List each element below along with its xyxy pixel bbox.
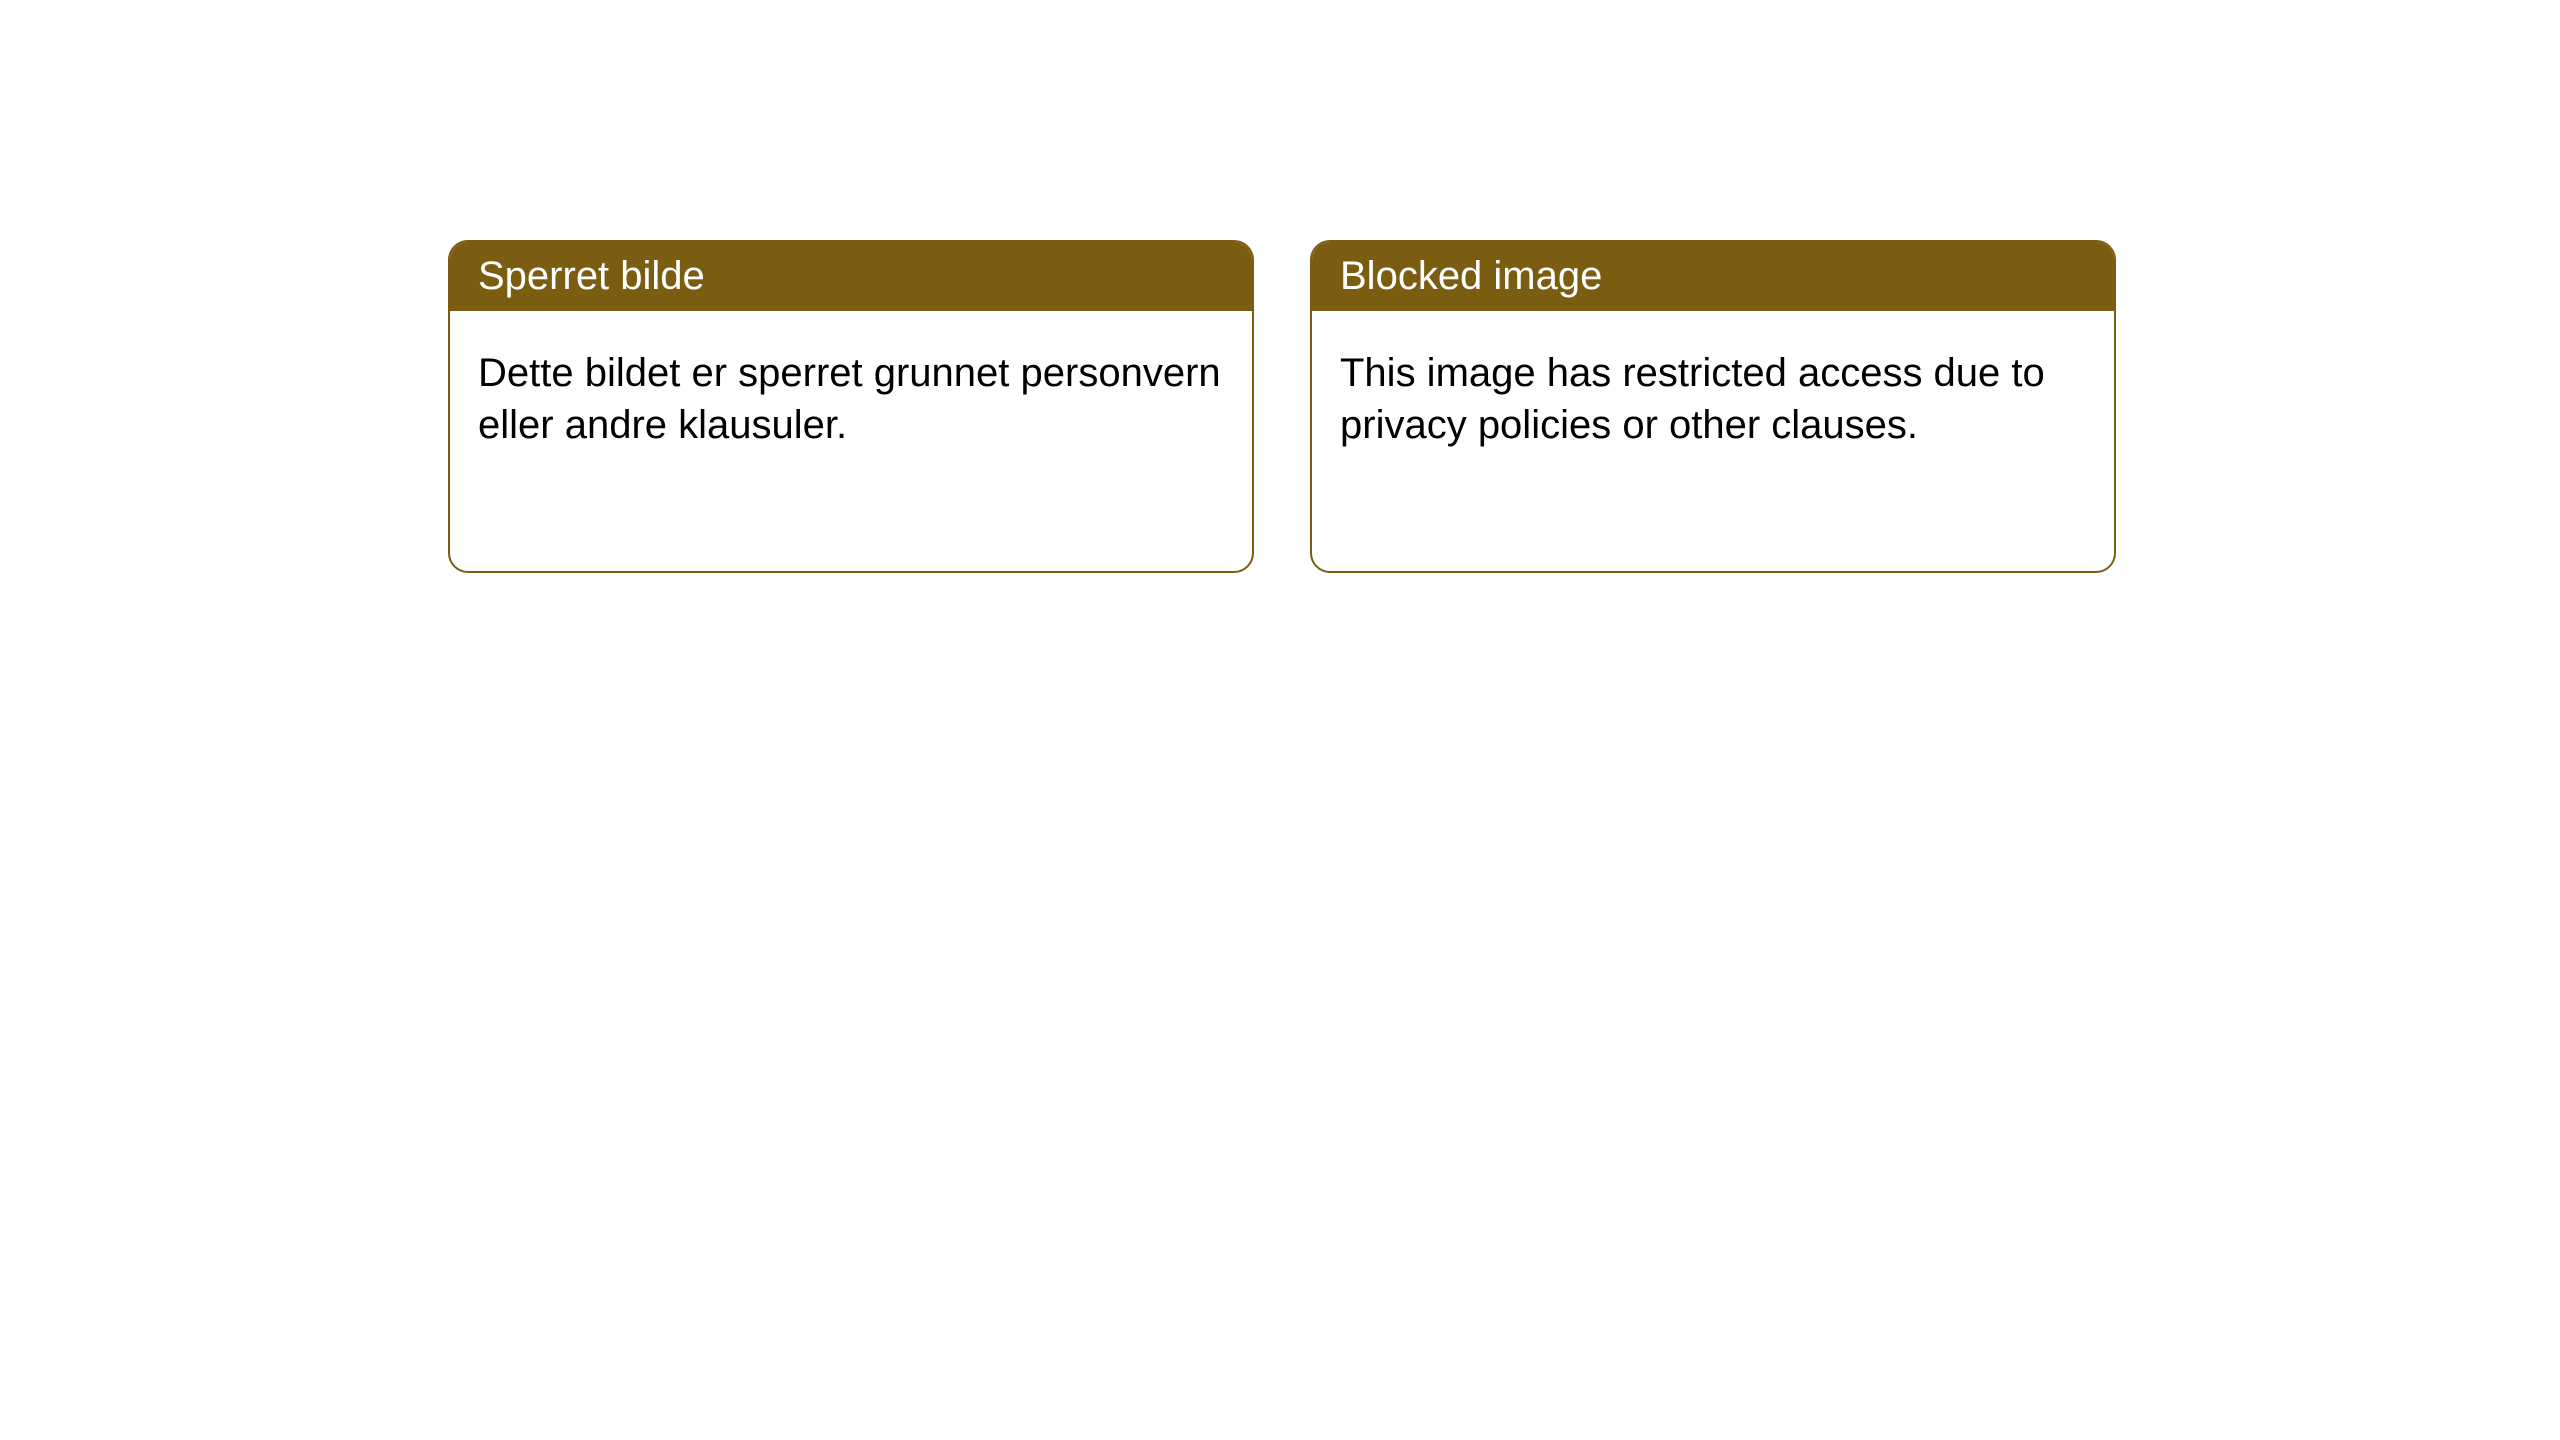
notice-cards-container: Sperret bilde Dette bildet er sperret gr… [448, 240, 2116, 573]
notice-card-english: Blocked image This image has restricted … [1310, 240, 2116, 573]
notice-body: This image has restricted access due to … [1312, 311, 2114, 571]
notice-body: Dette bildet er sperret grunnet personve… [450, 311, 1252, 571]
notice-text: This image has restricted access due to … [1340, 347, 2086, 451]
notice-card-norwegian: Sperret bilde Dette bildet er sperret gr… [448, 240, 1254, 573]
notice-text: Dette bildet er sperret grunnet personve… [478, 347, 1224, 451]
notice-header: Blocked image [1312, 242, 2114, 311]
notice-header: Sperret bilde [450, 242, 1252, 311]
